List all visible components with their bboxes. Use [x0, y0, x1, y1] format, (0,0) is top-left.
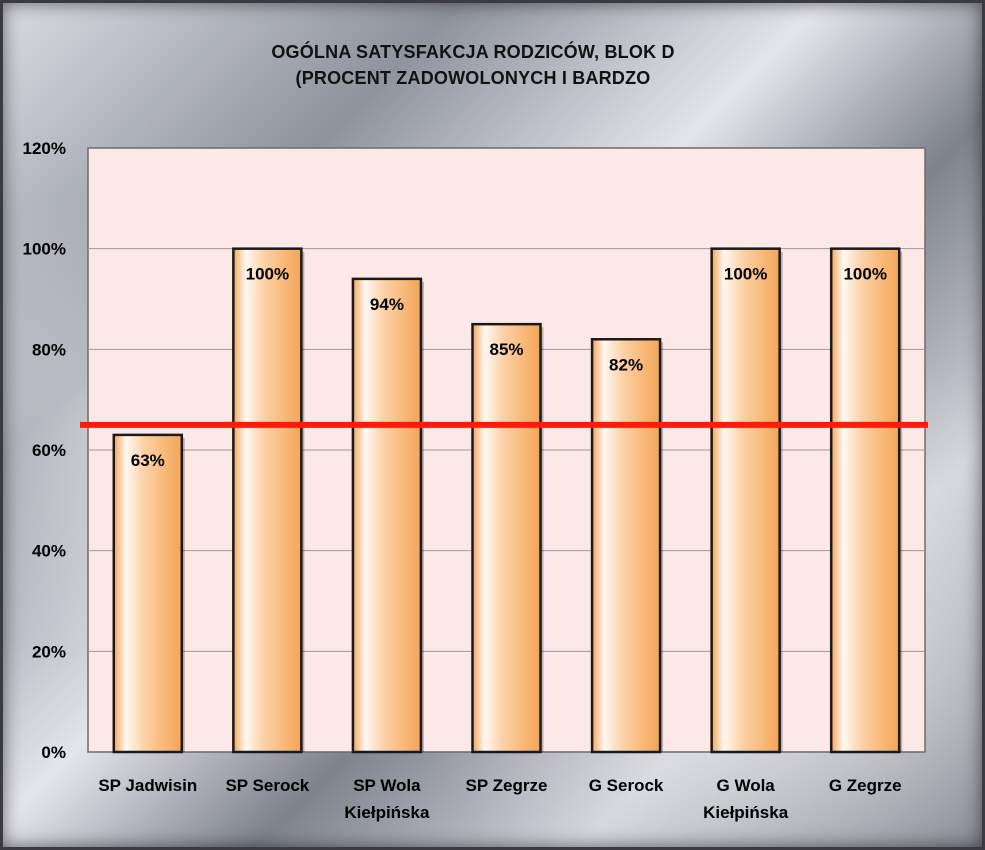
data-label: 63% [131, 451, 165, 470]
y-tick-label: 40% [32, 542, 66, 561]
bar[interactable] [471, 322, 542, 754]
bar[interactable] [232, 247, 303, 754]
x-tick-label: SP Serock [225, 776, 309, 795]
bar[interactable] [351, 277, 423, 754]
chart-title-line-2: (PROCENT ZADOWOLONYCH I BARDZO [295, 68, 651, 88]
bar[interactable] [590, 338, 662, 754]
x-tick-label: G Wola [717, 776, 776, 795]
x-tick-label: Kiełpińska [344, 803, 430, 822]
y-tick-label: 100% [23, 240, 66, 259]
x-tick-label: SP Wola [353, 776, 421, 795]
x-tick-label: SP Jadwisin [98, 776, 197, 795]
y-tick-label: 60% [32, 441, 66, 460]
y-tick-label: 80% [32, 340, 66, 359]
data-label: 100% [843, 265, 886, 284]
chart-title: OGÓLNA SATYSFAKCJA RODZICÓW, BLOK D (PRO… [183, 39, 763, 91]
x-tick-label: Kiełpińska [703, 803, 789, 822]
x-tick-label: G Zegrze [829, 776, 902, 795]
bar[interactable] [112, 433, 184, 754]
y-tick-label: 120% [23, 139, 66, 158]
bar[interactable] [829, 247, 901, 754]
data-label: 85% [489, 340, 523, 359]
data-label: 82% [609, 355, 643, 374]
data-label: 100% [246, 265, 289, 284]
data-label: 94% [370, 295, 404, 314]
y-tick-label: 20% [32, 642, 66, 661]
data-label: 100% [724, 265, 767, 284]
y-tick-label: 0% [41, 743, 66, 762]
chart-title-line-1: OGÓLNA SATYSFAKCJA RODZICÓW, BLOK D [271, 42, 675, 62]
x-tick-label: SP Zegrze [466, 776, 548, 795]
x-tick-label: G Serock [589, 776, 664, 795]
bar[interactable] [710, 247, 781, 754]
